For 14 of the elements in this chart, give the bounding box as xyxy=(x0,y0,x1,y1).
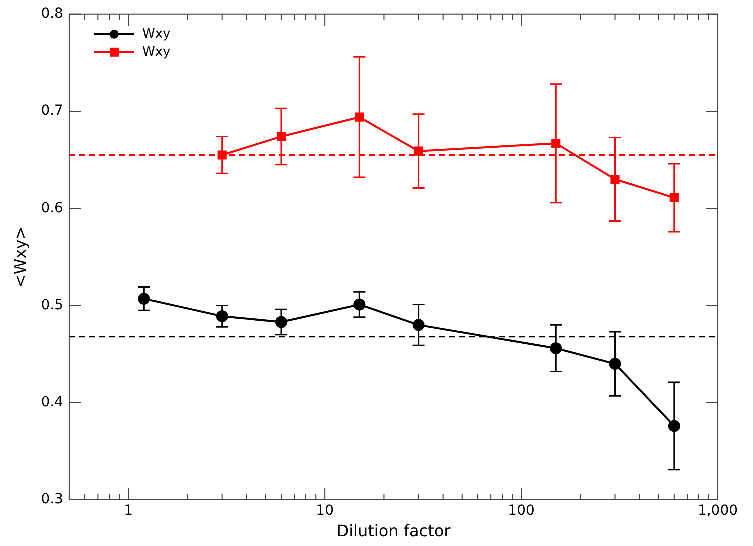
x-axis-title: Dilution factor xyxy=(336,522,452,541)
y-tick-label: 0.6 xyxy=(41,200,64,216)
y-tick-label: 0.5 xyxy=(41,297,64,314)
legend-label: Wxy xyxy=(142,44,172,60)
x-tick-label: 1,000 xyxy=(698,503,738,520)
legend-label: Wxy xyxy=(142,26,172,42)
y-tick-label: 0.7 xyxy=(41,103,64,120)
x-tick-label: 100 xyxy=(508,503,535,520)
x-tick-label: 1 xyxy=(124,503,134,520)
y-axis-title: <Wxy> xyxy=(10,226,30,288)
y-tick-label: 0.4 xyxy=(41,394,64,411)
x-tick-label: 10 xyxy=(316,503,334,520)
y-tick-label: 0.8 xyxy=(41,6,64,22)
y-tick-label: 0.3 xyxy=(41,492,64,508)
